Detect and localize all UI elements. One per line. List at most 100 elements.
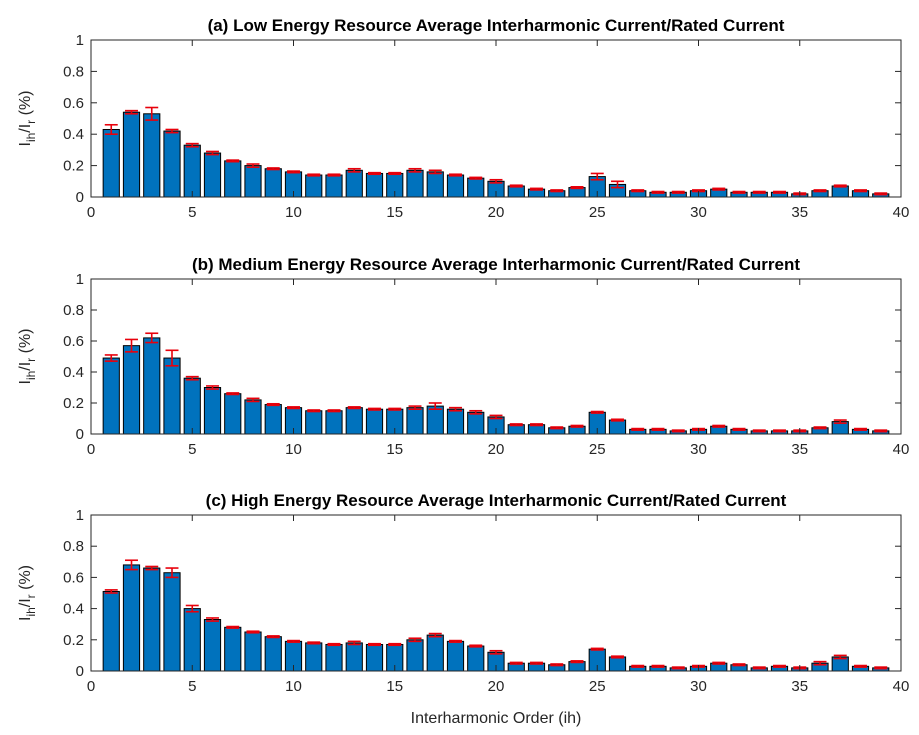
x-tick-label: 40 xyxy=(893,204,910,221)
x-tick-label: 15 xyxy=(386,204,403,221)
y-tick-label: 0.8 xyxy=(63,538,84,555)
bar xyxy=(203,619,222,672)
bar xyxy=(446,640,465,672)
x-tick-label: 30 xyxy=(690,441,707,458)
bar xyxy=(446,408,465,435)
y-tick-label: 0.4 xyxy=(63,601,84,618)
bar xyxy=(122,345,141,435)
bar xyxy=(203,152,222,198)
x-tick-label: 20 xyxy=(488,204,505,221)
bar xyxy=(365,172,384,198)
bar xyxy=(163,130,181,198)
panel-title: (a) Low Energy Resource Average Interhar… xyxy=(208,16,785,35)
x-tick-label: 10 xyxy=(285,678,302,695)
x-tick-label: 25 xyxy=(589,204,606,221)
bar xyxy=(365,643,384,672)
bar xyxy=(264,168,282,198)
bar xyxy=(244,631,262,672)
panel-c: 0 5 10 15 20 25 30 35 40 0 0.2 0.4 0.6 0.8 1 (c) High E… xyxy=(17,491,909,727)
x-tick-label: 35 xyxy=(791,204,808,221)
y-tick-label: 0.2 xyxy=(63,158,84,175)
bar xyxy=(264,636,282,672)
bar xyxy=(305,642,323,672)
y-axis-label-part: /I xyxy=(17,598,34,607)
bar xyxy=(446,174,465,198)
bar xyxy=(507,185,525,198)
bar xyxy=(831,185,849,198)
y-tick-label: 0.6 xyxy=(63,569,84,586)
x-tick-label: 20 xyxy=(488,678,505,695)
bar xyxy=(143,337,161,435)
y-tick-label: 0.4 xyxy=(63,126,84,143)
bar xyxy=(305,174,323,198)
x-tick-label: 10 xyxy=(285,441,302,458)
bar xyxy=(224,626,242,672)
bar xyxy=(264,404,282,435)
bar xyxy=(143,567,161,672)
x-tick-label: 5 xyxy=(188,441,196,458)
bar xyxy=(345,642,363,672)
panel-b: 0 5 10 15 20 25 30 35 40 0 0.2 0.4 0.6 0.8 1 (b) Medium… xyxy=(17,255,909,458)
y-axis-label-part: I xyxy=(17,617,34,621)
y-axis-label-part: I xyxy=(17,142,34,146)
bar xyxy=(305,410,323,435)
x-tick-label: 15 xyxy=(386,678,403,695)
y-axis-label-part: I xyxy=(17,380,34,384)
x-tick-label: 30 xyxy=(690,678,707,695)
bar xyxy=(426,634,444,672)
bar xyxy=(406,169,424,198)
bar xyxy=(183,144,201,198)
panel-title: (c) High Energy Resource Average Interha… xyxy=(206,491,787,510)
x-tick-label: 25 xyxy=(589,441,606,458)
y-axis-label-part: (%) xyxy=(17,565,34,594)
bar xyxy=(467,411,485,435)
panel-title: (b) Medium Energy Resource Average Inter… xyxy=(192,255,800,274)
y-tick-label: 0.8 xyxy=(63,302,84,319)
y-axis-label: Iih/Ir (%) xyxy=(17,565,38,621)
y-axis-label-part: (%) xyxy=(17,90,34,119)
x-tick-label: 0 xyxy=(87,678,95,695)
bar xyxy=(102,357,120,435)
bar xyxy=(365,408,384,435)
bar xyxy=(325,174,343,198)
bar xyxy=(143,113,161,198)
bar xyxy=(406,407,424,435)
bar xyxy=(426,171,444,198)
y-axis-label: Iih/Ir (%) xyxy=(17,328,38,384)
bar xyxy=(224,160,242,198)
bar xyxy=(467,177,485,198)
y-tick-label: 0.8 xyxy=(63,63,84,80)
bar xyxy=(325,410,343,435)
bar xyxy=(122,111,141,198)
y-tick-label: 0.2 xyxy=(63,395,84,412)
bar xyxy=(345,407,363,435)
y-axis-label-part: r xyxy=(24,358,38,362)
y-axis-label: Iih/Ir (%) xyxy=(17,90,38,146)
bar xyxy=(244,399,262,435)
x-tick-label: 0 xyxy=(87,441,95,458)
bar xyxy=(244,165,262,198)
bar xyxy=(608,419,627,435)
x-tick-label: 15 xyxy=(386,441,403,458)
x-tick-label: 10 xyxy=(285,204,302,221)
x-tick-label: 5 xyxy=(188,678,196,695)
y-axis-label-part: ih xyxy=(24,371,38,380)
x-axis-label: Interharmonic Order (ih) xyxy=(411,710,582,727)
x-tick-label: 0 xyxy=(87,204,95,221)
y-tick-label: 0.6 xyxy=(63,333,84,350)
panel-a: 0 5 10 15 20 25 30 35 40 0 0.2 0.4 0.6 0.8 1 (a) Low En… xyxy=(17,16,909,221)
bar xyxy=(122,564,141,672)
y-axis-label-part: r xyxy=(24,120,38,124)
bar xyxy=(325,643,343,672)
bar xyxy=(426,405,444,435)
x-tick-label: 35 xyxy=(791,441,808,458)
bar xyxy=(102,128,120,198)
y-tick-label: 1 xyxy=(76,507,84,524)
x-tick-label: 30 xyxy=(690,204,707,221)
x-tick-label: 35 xyxy=(791,678,808,695)
bar xyxy=(183,377,201,435)
x-tick-label: 40 xyxy=(893,441,910,458)
x-tick-label: 40 xyxy=(893,678,910,695)
y-axis-label-part: (%) xyxy=(17,328,34,357)
